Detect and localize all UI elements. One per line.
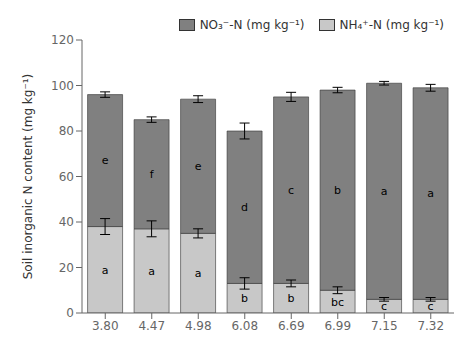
svg-text:7.15: 7.15	[371, 319, 398, 333]
svg-text:c: c	[428, 300, 434, 313]
svg-text:b: b	[288, 292, 295, 305]
svg-text:100: 100	[51, 79, 74, 93]
svg-text:a: a	[195, 267, 202, 280]
svg-text:a: a	[102, 264, 109, 277]
svg-text:b: b	[241, 292, 248, 305]
svg-text:a: a	[427, 187, 434, 200]
svg-text:6.08: 6.08	[231, 319, 258, 333]
svg-text:60: 60	[59, 170, 74, 184]
svg-text:c: c	[288, 184, 294, 197]
svg-text:c: c	[381, 300, 387, 313]
svg-text:4.47: 4.47	[138, 319, 165, 333]
svg-text:e: e	[195, 160, 202, 173]
svg-text:6.69: 6.69	[278, 319, 305, 333]
html-text:NO₃⁻-N (mg kg⁻¹): NO₃⁻-N (mg kg⁻¹)	[199, 18, 305, 32]
svg-text:0: 0	[66, 306, 74, 320]
html-text:NH₄⁺-N (mg kg⁻¹): NH₄⁺-N (mg kg⁻¹)	[339, 18, 444, 32]
svg-text:20: 20	[59, 261, 74, 275]
svg-text:e: e	[102, 154, 109, 167]
svg-text:d: d	[241, 201, 248, 214]
svg-text:6.99: 6.99	[324, 319, 351, 333]
svg-text:f: f	[150, 168, 155, 181]
svg-text:40: 40	[59, 215, 74, 229]
svg-text:Soil inorganic N content (mg k: Soil inorganic N content (mg kg⁻¹)	[21, 74, 35, 280]
svg-text:b: b	[334, 184, 341, 197]
svg-text:3.80: 3.80	[92, 319, 119, 333]
svg-text:bc: bc	[331, 296, 344, 309]
svg-text:120: 120	[51, 33, 74, 47]
svg-text:7.32: 7.32	[417, 319, 444, 333]
svg-text:a: a	[381, 185, 388, 198]
svg-text:4.98: 4.98	[185, 319, 212, 333]
svg-text:a: a	[148, 265, 155, 278]
svg-text:80: 80	[59, 124, 74, 138]
